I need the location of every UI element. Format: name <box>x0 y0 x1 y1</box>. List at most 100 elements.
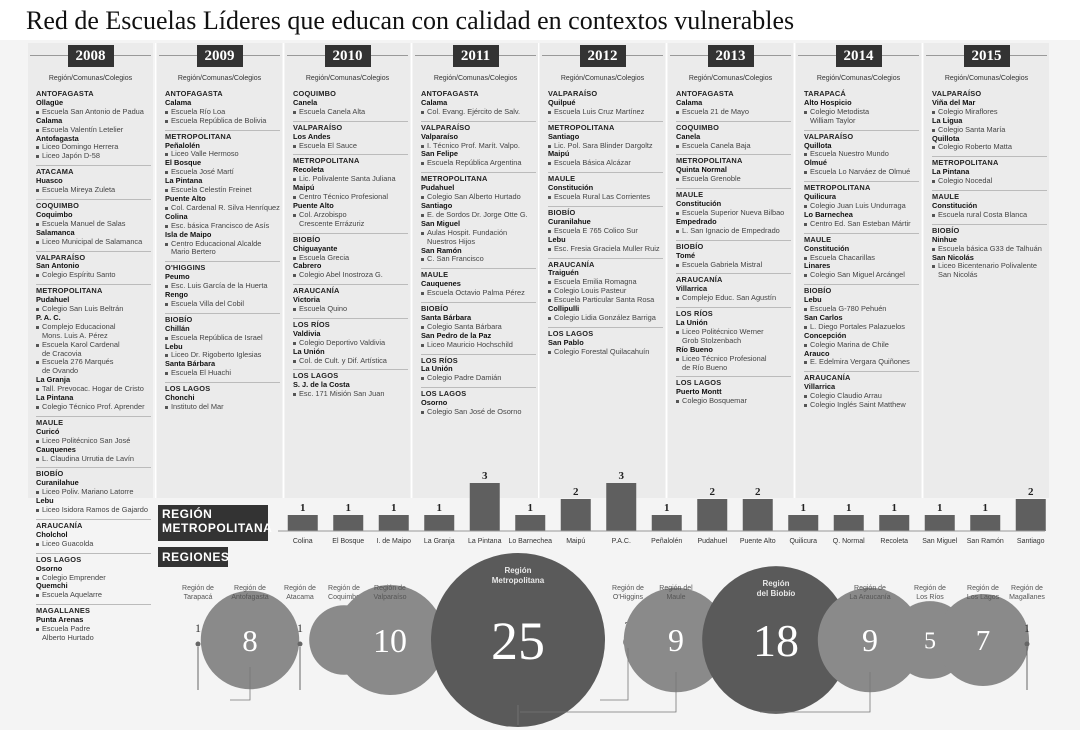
year-label: 2009 <box>196 45 243 67</box>
commune-name: La Pintana <box>36 393 74 403</box>
school-item: L. San Ignacio de Empedrado <box>676 226 791 236</box>
region-name: METROPOLITANA <box>421 172 536 184</box>
bubble-category-label: Los Ríos <box>916 594 944 601</box>
commune-name: San Carlos <box>804 312 843 322</box>
bar-value-label: 3 <box>482 470 488 482</box>
commune-name: Villarrica <box>676 284 708 294</box>
column-divider <box>411 43 412 498</box>
column-header: Región/Comunas/Colegios <box>177 75 262 82</box>
bar <box>287 515 318 531</box>
region-name: MAULE <box>548 172 663 184</box>
region-name: ARAUCANÍA <box>804 371 919 383</box>
bar <box>833 515 864 531</box>
school-item: Colegio Técnico Prof. Aprender <box>36 402 151 412</box>
bubble-value: 1 <box>195 621 201 635</box>
school-item-continued: de Ovando <box>42 366 79 376</box>
bar-value-label: 1 <box>391 502 397 514</box>
bar-category-label: Maipú <box>566 538 585 545</box>
region-name: LOS LAGOS <box>548 326 663 339</box>
school-item: Colegio Juan Luis Undurraga <box>804 201 919 211</box>
commune-name: Calama <box>165 97 192 107</box>
year-column-bg <box>157 43 282 498</box>
commune-name: P. A. C. <box>36 312 61 322</box>
school-item: Escuela Lo Narváez de Olmué <box>804 167 919 177</box>
commune-name: Curicó <box>36 426 60 436</box>
commune-name: Antofagasta <box>36 133 79 143</box>
region-name: ARAUCANÍA <box>36 518 151 531</box>
commune-name: Lo Barnechea <box>804 209 853 219</box>
school-item: Colegio Emprender <box>36 573 151 583</box>
region-name: BIOBÍO <box>676 239 791 252</box>
commune-name: Santiago <box>548 131 580 141</box>
leader-line <box>760 672 871 713</box>
commune-name: La Unión <box>421 364 453 374</box>
commune-name: San Ramón <box>421 245 462 255</box>
year-column-bg <box>668 43 793 498</box>
school-item: Instituto del Mar <box>165 402 280 412</box>
bubble-category-label: Tarapacá <box>184 594 213 601</box>
school-item: Escuela Celestín Freinet <box>165 185 280 195</box>
school-item: Colegio Claudio Arrau <box>804 391 919 401</box>
school-item-continued: de Cracovia <box>42 348 82 358</box>
bubble <box>431 553 605 727</box>
school-item: L. Claudina Urrutia de Lavín <box>36 454 151 464</box>
school-item: Esc. Fresia Graciela Muller Ruiz <box>548 244 663 254</box>
commune-name: Constitución <box>548 183 594 193</box>
commune-name: Pudahuel <box>421 183 455 193</box>
school-list: COQUIMBO Canela Escuela Canela Alta VALPARA… <box>293 89 408 399</box>
year-label: 2015 <box>963 45 1010 67</box>
region-name: MAULE <box>932 190 1047 202</box>
bubble-value: 1 <box>1024 621 1030 635</box>
region-name: BIOBÍO <box>804 284 919 296</box>
region-name: LOS LAGOS <box>421 387 536 399</box>
school-item: Escuela Valentín Letelier <box>36 125 151 135</box>
region-name: COQUIMBO <box>676 120 791 133</box>
bubble-value: 1 <box>297 621 303 635</box>
commune-name: Canela <box>293 97 318 107</box>
commune-name: Río Bueno <box>676 344 713 354</box>
commune-name: Constitución <box>932 200 978 210</box>
region-name: VALPARAÍSO <box>548 89 598 98</box>
school-item: Escuela Luis Cruz Martínez <box>548 107 663 117</box>
school-item: Escuela 276 Marqués <box>36 358 151 367</box>
bar <box>515 515 546 531</box>
school-item-continued: Mario Bertero <box>171 247 216 257</box>
bar-value-label: 2 <box>710 486 716 498</box>
school-item: Lic. Polivalente Santa Juliana <box>293 174 408 184</box>
school-item: Col. Cardenal R. Silva Henríquez <box>165 203 280 213</box>
region-name: LOS RÍOS <box>676 307 791 319</box>
bar-category-label: Lo Barnechea <box>508 538 552 545</box>
school-item: Col. de Cult. y Dif. Artística <box>293 356 408 366</box>
school-item: Escuela República de Bolivia <box>165 116 280 126</box>
school-item: Colegio Espíritu Santo <box>36 270 151 280</box>
commune-name: Lebu <box>36 496 54 506</box>
year-label: 2013 <box>707 45 754 67</box>
school-item: Escuela Particular Santa Rosa <box>548 295 663 305</box>
school-item: Escuela Grecia <box>293 253 408 263</box>
leader-line <box>600 648 629 701</box>
school-item: Escuela Emilia Romagna <box>548 277 663 287</box>
commune-name: La Granja <box>36 375 71 385</box>
region-name: BIOBÍO <box>36 467 151 479</box>
commune-name: Rengo <box>165 290 188 300</box>
bar-category-label: Puente Alto <box>740 538 776 545</box>
bar-category-label: San Ramón <box>967 538 1004 545</box>
region-name: METROPOLITANA <box>165 129 280 142</box>
commune-name: Puerto Montt <box>676 387 722 397</box>
metro-panel-label: REGIÓN METROPOLITANA <box>158 505 272 541</box>
bar-value-label: 1 <box>801 502 807 514</box>
bubble-category-label: Atacama <box>286 594 314 601</box>
column-divider <box>666 43 667 498</box>
school-item: Escuela básica G33 de Talhuán <box>932 244 1047 254</box>
bar-category-label: Colina <box>293 538 313 545</box>
school-list: ANTOFAGASTA Calama Escuela Río Loa Escuela … <box>165 89 280 412</box>
bar-value-label: 1 <box>937 502 943 514</box>
commune-name: Cabrero <box>293 261 322 271</box>
school-list: ANTOFAGASTA Calama Col. Evang. Ejército de… <box>421 89 536 417</box>
school-item: Escuela Básica Alcázar <box>548 158 663 168</box>
bar-value-label: 2 <box>573 486 579 498</box>
commune-name: Arauco <box>804 348 830 358</box>
year-column-bg <box>413 43 538 498</box>
school-item-continued: Nuestros Hijos <box>427 236 476 246</box>
